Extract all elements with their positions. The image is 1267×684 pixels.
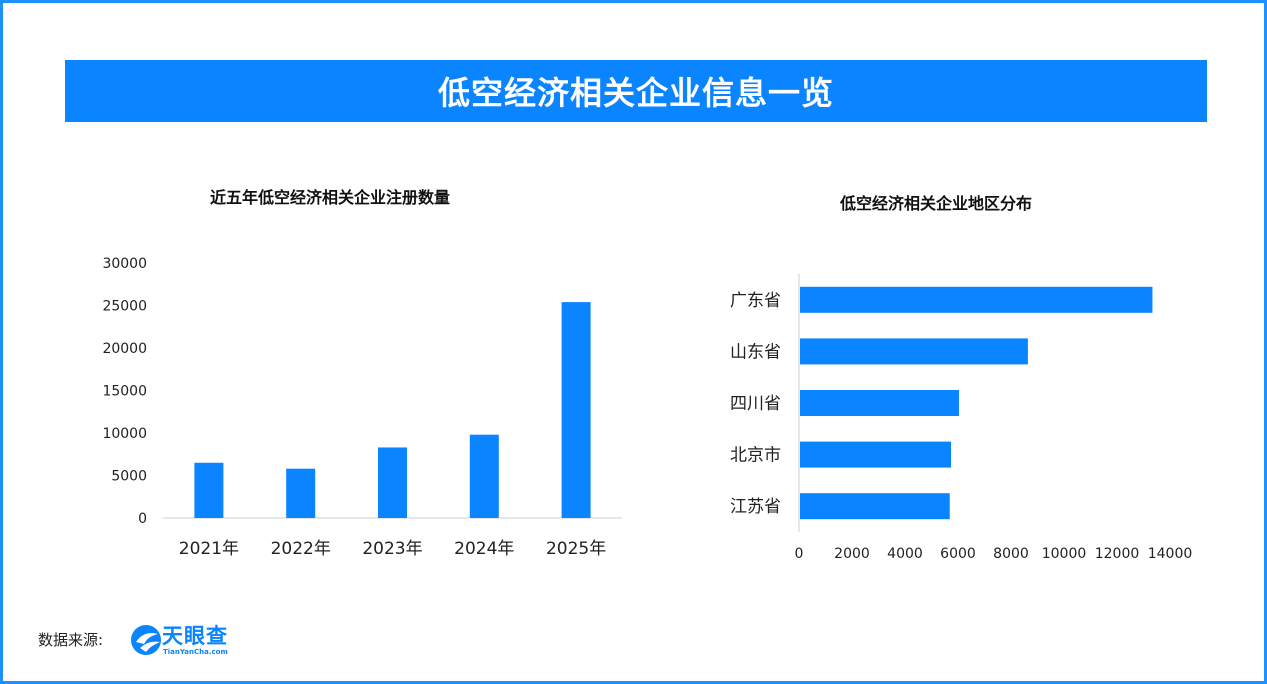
x-tick-label: 0 <box>795 546 804 562</box>
bar <box>800 338 1028 365</box>
bar <box>194 462 224 518</box>
y-tick-label: 15000 <box>102 384 147 400</box>
x-tick-label: 2025年 <box>546 539 606 559</box>
bar <box>378 447 407 518</box>
x-tick-label: 6000 <box>940 546 976 562</box>
bar <box>286 468 316 518</box>
x-tick-label: 2024年 <box>454 539 514 559</box>
tianyancha-logo-icon <box>131 625 161 655</box>
bar <box>561 302 591 518</box>
x-tick-label: 2023年 <box>362 539 422 559</box>
x-tick-label: 4000 <box>887 546 923 562</box>
y-tick-label: 20000 <box>102 341 147 357</box>
logo-text: 天眼查 <box>162 624 228 648</box>
y-tick-label: 5000 <box>111 469 147 485</box>
y-tick-label: 25000 <box>102 299 147 315</box>
data-source-label: 数据来源: <box>38 631 104 649</box>
bar <box>469 434 499 518</box>
tianyancha-logo: 天眼查 TianYanCha.com <box>130 620 245 660</box>
y-tick-label: 四川省 <box>730 394 781 414</box>
x-tick-label: 8000 <box>993 546 1029 562</box>
page-title: 低空经济相关企业信息一览 <box>437 74 834 112</box>
bar <box>800 286 1153 313</box>
hbar-chart-title: 低空经济相关企业地区分布 <box>840 194 1033 213</box>
y-tick-label: 山东省 <box>730 342 781 362</box>
y-tick-label: 0 <box>138 511 147 527</box>
title-banner: 低空经济相关企业信息一览 <box>65 60 1207 122</box>
bar <box>800 390 959 416</box>
x-tick-label: 14000 <box>1148 546 1193 562</box>
y-tick-label: 北京市 <box>730 446 781 466</box>
y-tick-label: 广东省 <box>730 291 781 311</box>
logo-subtext: TianYanCha.com <box>163 648 228 656</box>
bar-chart-title: 近五年低空经济相关企业注册数量 <box>210 188 451 207</box>
bar <box>800 441 952 468</box>
x-tick-label: 2000 <box>834 546 870 562</box>
x-tick-label: 2021年 <box>179 539 239 559</box>
y-tick-label: 江苏省 <box>730 497 781 517</box>
x-tick-label: 10000 <box>1042 546 1087 562</box>
y-tick-label: 30000 <box>102 256 147 272</box>
x-tick-label: 12000 <box>1095 546 1140 562</box>
bar <box>800 493 950 520</box>
y-tick-label: 10000 <box>102 426 147 442</box>
x-tick-label: 2022年 <box>271 539 331 559</box>
